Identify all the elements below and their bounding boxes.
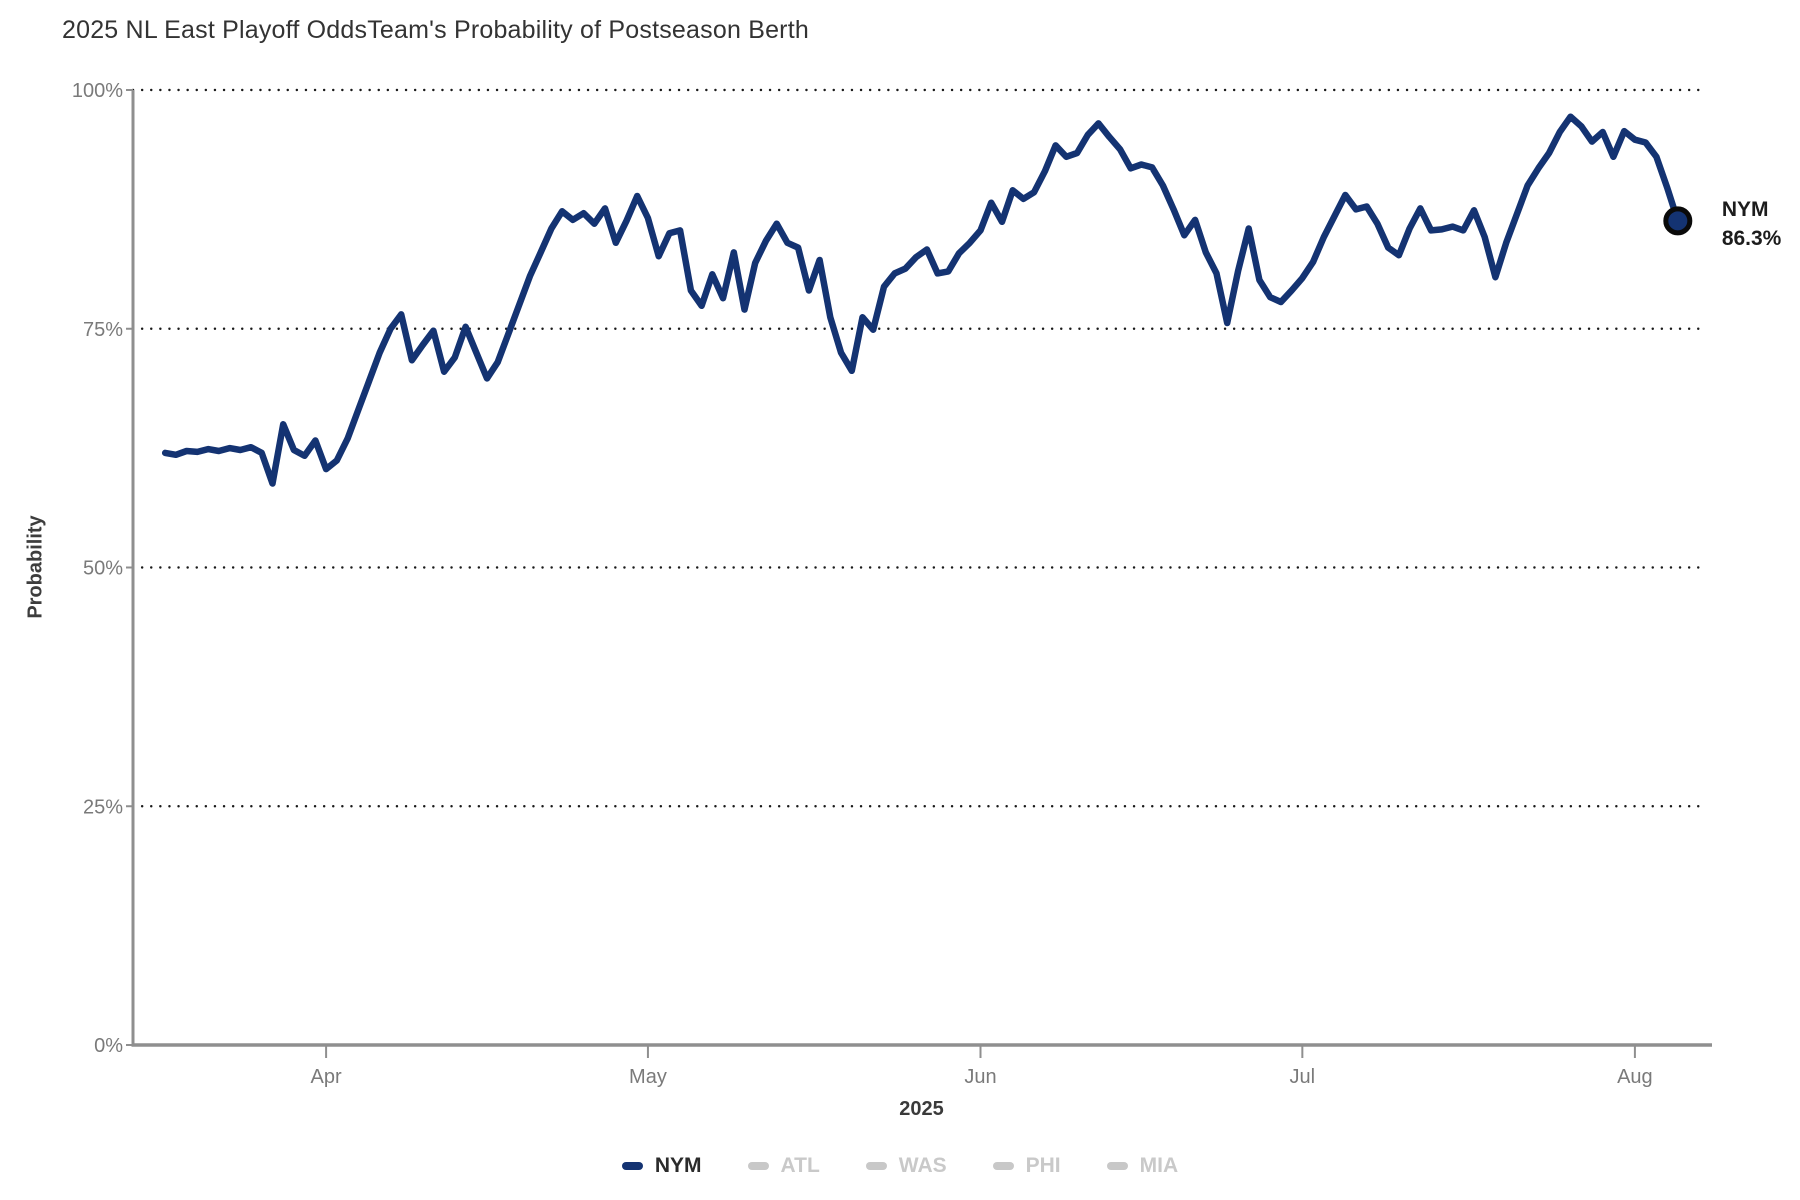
legend-label-atl: ATL [780,1154,820,1177]
legend-label-mia: MIA [1139,1154,1179,1177]
legend: NYM ATL WAS PHI MIA [0,1146,1800,1186]
y-tick-label-100: 100% [72,80,123,102]
y-tick-label-75: 75% [83,319,123,341]
series-end-marker [1663,206,1693,236]
legend-item-phi[interactable]: PHI [992,1154,1061,1178]
x-axis-title: 2025 [899,1098,944,1120]
series-line-nym [161,113,1682,487]
legend-item-nym[interactable]: NYM [621,1154,702,1178]
y-tick-label-50: 50% [83,558,123,580]
legend-swatch-was [865,1162,887,1170]
series-end-annotation: NYM 86.3% [1722,195,1782,253]
x-tick-label-aug: Aug [1617,1066,1653,1088]
x-tick-label-apr: Apr [311,1066,342,1088]
x-tick-label-jun: Jun [964,1066,996,1088]
x-tick-label-jul: Jul [1290,1066,1316,1088]
legend-swatch-nym [621,1162,643,1170]
legend-label-phi: PHI [1025,1154,1061,1177]
legend-label-was: WAS [898,1154,947,1177]
legend-item-was[interactable]: WAS [865,1154,947,1178]
chart-title-sub: Team's Probability of Postseason Berth [367,16,809,44]
legend-item-mia[interactable]: MIA [1106,1154,1179,1178]
y-tick-label-0: 0% [94,1035,123,1057]
legend-swatch-mia [1106,1162,1128,1170]
x-tick-label-may: May [629,1066,667,1088]
annotation-team: NYM [1721,197,1769,221]
legend-label-nym: NYM [654,1154,702,1177]
y-tick-label-25: 25% [83,796,123,818]
annotation-value: 86.3% [1721,226,1782,250]
legend-swatch-phi [992,1162,1014,1170]
legend-item-atl[interactable]: ATL [747,1154,820,1178]
chart-title-main: 2025 NL East Playoff Odds [62,16,368,44]
legend-swatch-atl [747,1162,769,1170]
chart-title: 2025 NL East Playoff OddsTeam's Probabil… [62,16,809,45]
